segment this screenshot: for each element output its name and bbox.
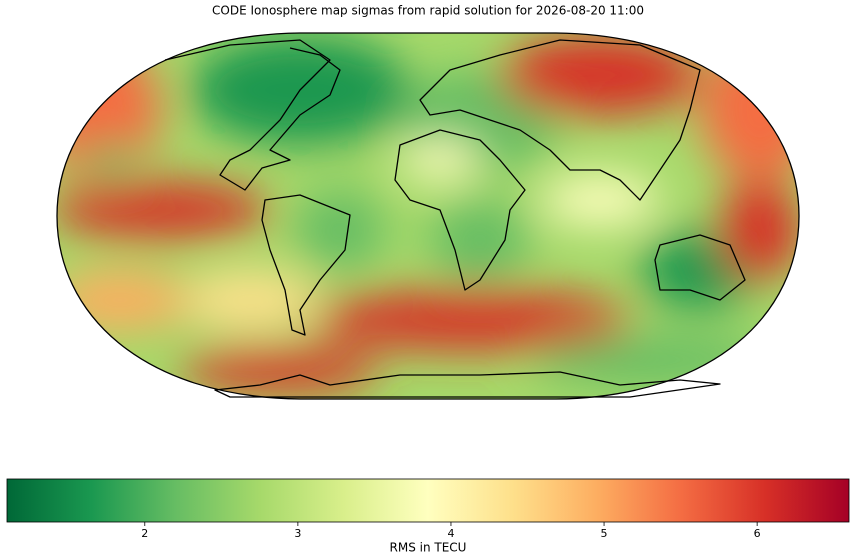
colorbar [6, 478, 850, 523]
map-field [57, 33, 799, 399]
tick-label: 3 [294, 527, 301, 540]
colorbar-label: RMS in TECU [390, 541, 467, 555]
tick-label: 5 [601, 527, 608, 540]
colorbar-ticks: 2 3 4 5 6 [141, 522, 761, 540]
tick-label: 4 [447, 527, 454, 540]
tick-label: 2 [141, 527, 148, 540]
coastlines [56, 32, 800, 400]
tick-label: 6 [754, 527, 761, 540]
chart-title: CODE Ionosphere map sigmas from rapid so… [212, 4, 644, 18]
